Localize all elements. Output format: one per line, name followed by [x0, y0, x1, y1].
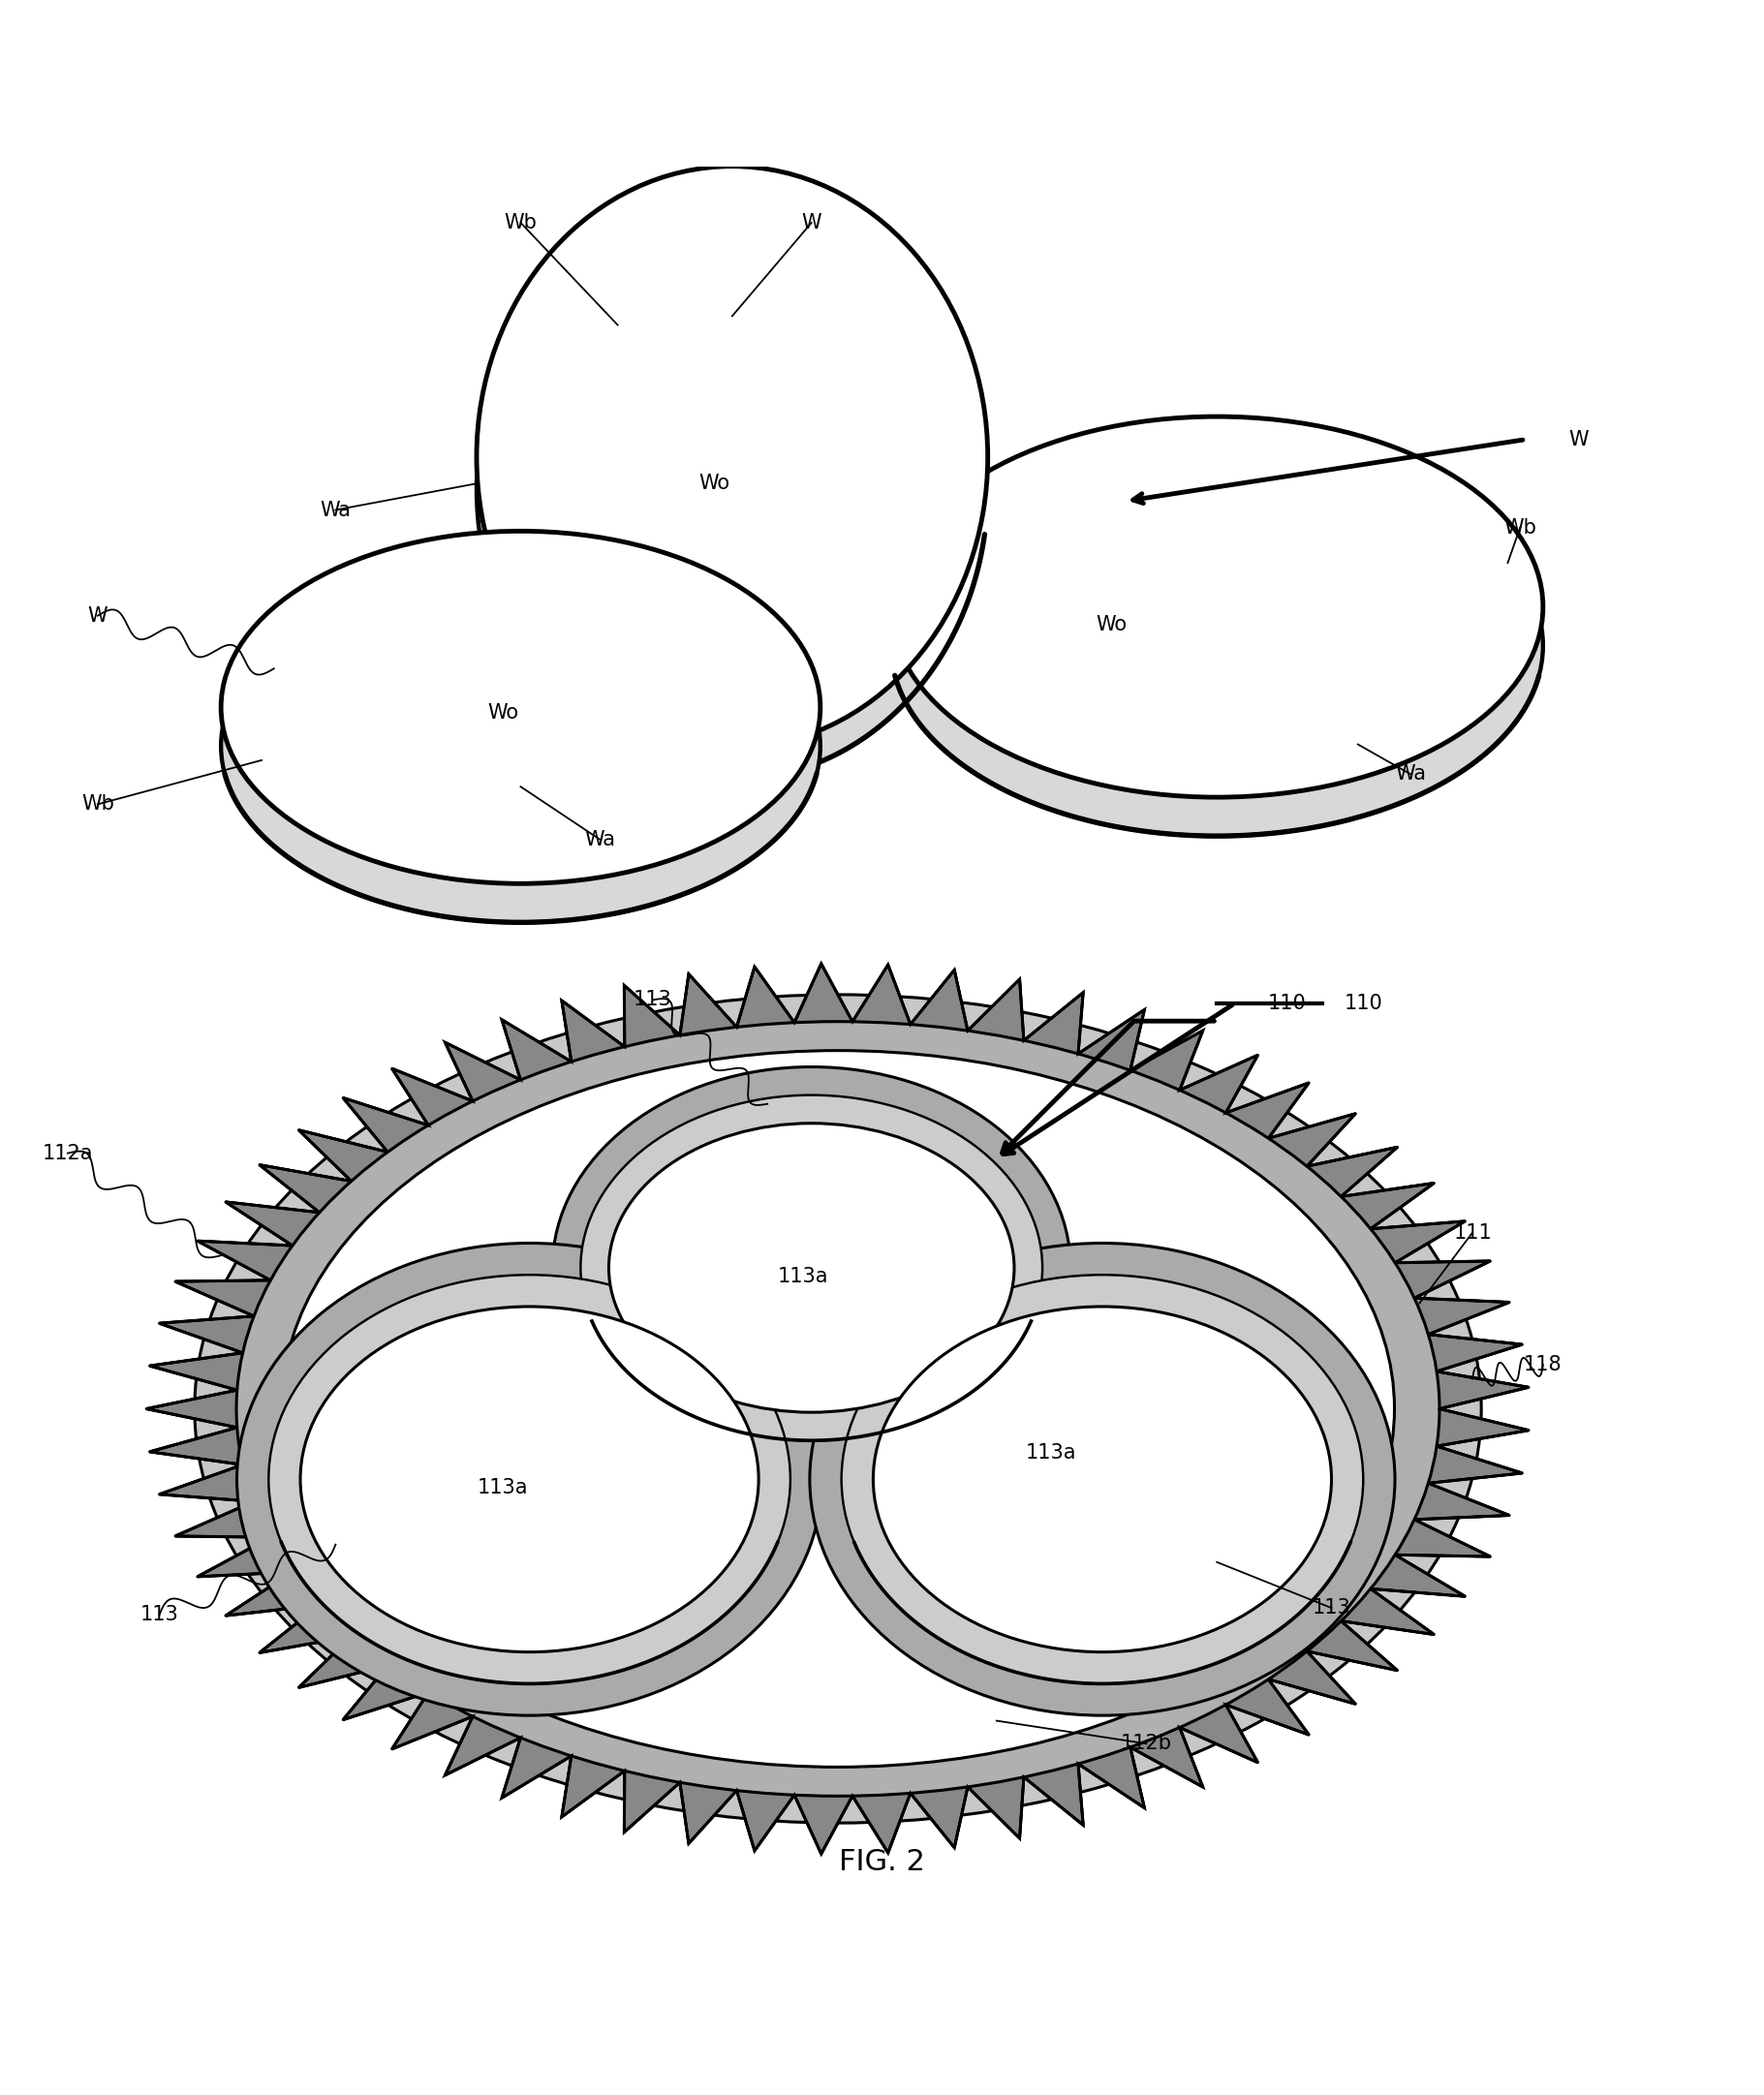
Text: Wb: Wb — [1503, 517, 1536, 536]
Text: Wa: Wa — [584, 830, 616, 848]
Text: Wb: Wb — [81, 794, 115, 815]
Text: W: W — [801, 214, 822, 233]
Ellipse shape — [220, 532, 820, 884]
Text: Wa: Wa — [1395, 765, 1427, 784]
Text: 110: 110 — [1344, 993, 1383, 1014]
Text: 112a: 112a — [42, 1144, 93, 1163]
Ellipse shape — [282, 1050, 1395, 1766]
Text: Wa: Wa — [319, 501, 351, 520]
Ellipse shape — [810, 1242, 1395, 1716]
Text: W: W — [88, 605, 108, 626]
Polygon shape — [146, 964, 1529, 1854]
Text: 113a: 113a — [778, 1267, 827, 1286]
Ellipse shape — [891, 417, 1544, 798]
Ellipse shape — [476, 199, 988, 779]
Text: 113: 113 — [1312, 1598, 1351, 1617]
Text: Wo: Wo — [487, 704, 519, 723]
Ellipse shape — [891, 455, 1544, 836]
Ellipse shape — [236, 1242, 822, 1716]
Text: Wo: Wo — [1095, 614, 1127, 635]
Text: 118: 118 — [1524, 1355, 1563, 1374]
Text: 113: 113 — [633, 991, 672, 1010]
Text: 113a: 113a — [478, 1479, 529, 1498]
Ellipse shape — [240, 1024, 1436, 1793]
Ellipse shape — [220, 570, 820, 922]
Ellipse shape — [194, 995, 1482, 1823]
Text: 111: 111 — [1454, 1223, 1492, 1242]
Ellipse shape — [476, 166, 988, 748]
Ellipse shape — [580, 1096, 1043, 1441]
Text: 113a: 113a — [1027, 1443, 1076, 1462]
Text: 110: 110 — [1268, 993, 1307, 1014]
Text: 112b: 112b — [1120, 1735, 1171, 1754]
Ellipse shape — [873, 1307, 1332, 1653]
Ellipse shape — [609, 1123, 1014, 1412]
Text: W: W — [1568, 429, 1588, 448]
Ellipse shape — [300, 1307, 759, 1653]
Ellipse shape — [236, 1022, 1439, 1795]
Text: 113: 113 — [139, 1605, 178, 1626]
Text: Wb: Wb — [505, 214, 536, 233]
Ellipse shape — [282, 1050, 1395, 1766]
Ellipse shape — [841, 1276, 1364, 1684]
Text: FIG. 2: FIG. 2 — [840, 1848, 924, 1875]
Ellipse shape — [552, 1066, 1071, 1469]
Ellipse shape — [268, 1276, 790, 1684]
Text: Wo: Wo — [699, 473, 730, 492]
